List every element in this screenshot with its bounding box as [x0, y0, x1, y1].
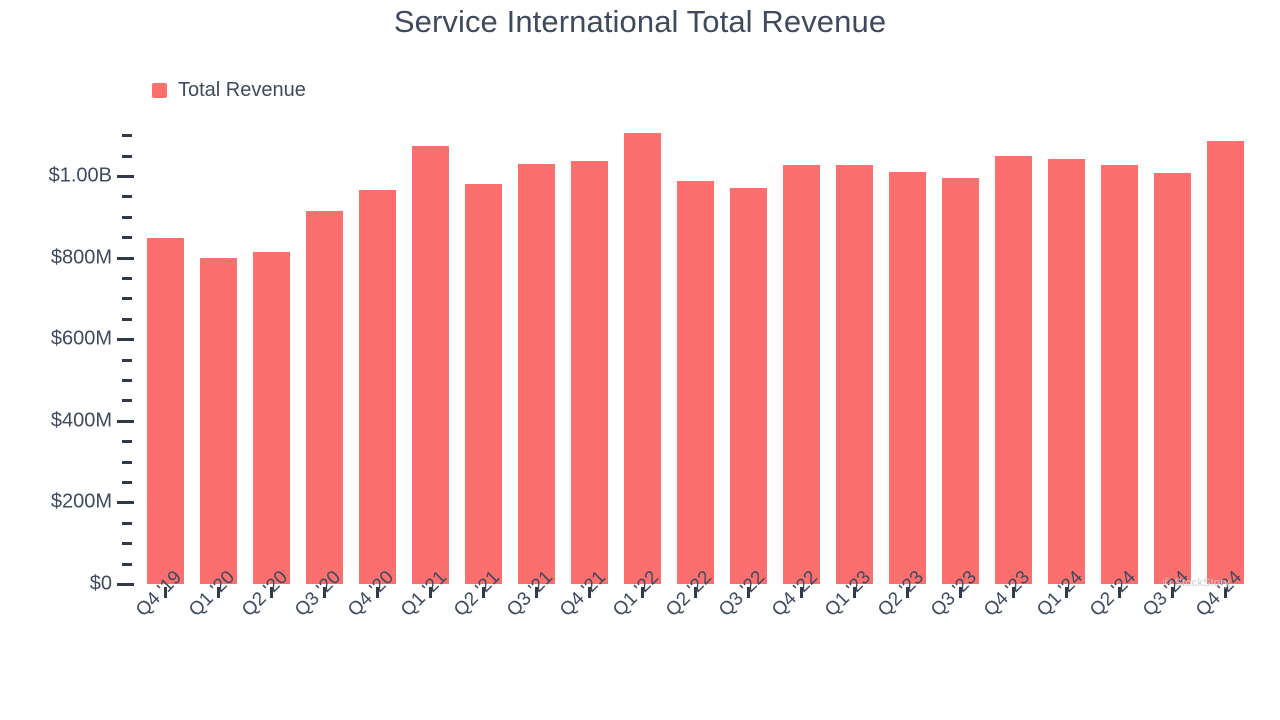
y-axis-tick [117, 256, 134, 260]
y-axis-minor-tick [122, 236, 132, 240]
x-axis-tick [906, 587, 909, 598]
y-axis-tick [117, 338, 134, 342]
y-axis-minor-tick [122, 358, 132, 362]
bar[interactable] [1101, 164, 1138, 584]
y-axis-minor-tick [122, 399, 132, 403]
page-title: Service International Total Revenue [393, 4, 887, 39]
y-axis-label: $1.00B [48, 164, 112, 187]
bar[interactable] [942, 178, 979, 584]
bar[interactable] [359, 190, 396, 584]
x-axis-tick [376, 587, 379, 598]
bar[interactable] [995, 156, 1032, 584]
bar[interactable] [253, 251, 290, 584]
x-axis-tick [535, 587, 538, 598]
x-axis-tick [1224, 587, 1227, 598]
legend-item-total-revenue[interactable]: Total Revenue [152, 79, 306, 102]
y-axis-label: $0 [89, 572, 112, 595]
bar[interactable] [518, 163, 555, 584]
y-axis-label: $800M [50, 246, 112, 269]
y-axis-label: $400M [50, 409, 112, 432]
y-axis-tick [117, 583, 134, 586]
y-axis-minor-tick [122, 154, 132, 158]
bar[interactable] [306, 211, 343, 584]
bar[interactable] [677, 180, 714, 584]
x-axis-tick [641, 587, 644, 598]
bar[interactable] [730, 187, 767, 584]
legend-item-label: Total Revenue [178, 79, 306, 101]
bar[interactable] [465, 184, 502, 584]
x-axis-tick [429, 587, 432, 598]
y-axis-label: $600M [50, 327, 112, 350]
legend-swatch-icon [152, 83, 167, 98]
bar[interactable] [624, 133, 661, 584]
x-axis-tick [959, 587, 962, 598]
y-axis-tick [117, 175, 134, 178]
x-axis-tick [217, 587, 220, 598]
x-axis-tick [482, 587, 485, 598]
y-axis-tick [117, 419, 134, 423]
x-axis-tick [164, 587, 167, 598]
x-axis-tick [800, 587, 803, 598]
bar[interactable] [836, 164, 873, 584]
bar[interactable] [1048, 158, 1085, 584]
y-axis-minor-tick [122, 134, 132, 138]
bar[interactable] [412, 146, 449, 584]
y-axis-minor-tick [122, 195, 132, 199]
x-axis-tick [1118, 587, 1121, 598]
bar[interactable] [200, 258, 237, 584]
y-axis-minor-tick [122, 317, 132, 321]
x-axis-tick [747, 587, 750, 598]
x-axis-tick [1171, 587, 1174, 598]
watermark: © StockStory [1163, 577, 1230, 589]
y-axis-tick [117, 501, 134, 505]
chart-legend: Total Revenue [152, 79, 306, 102]
y-axis-minor-tick [122, 440, 132, 444]
x-axis-tick [853, 587, 856, 598]
bar[interactable] [571, 160, 608, 584]
y-axis-label: $200M [50, 490, 112, 513]
y-axis-minor-tick [122, 379, 132, 382]
y-axis-minor-tick [122, 297, 132, 301]
y-axis-minor-tick [122, 277, 132, 280]
y-axis-minor-tick [122, 542, 132, 546]
y-axis-minor-tick [122, 481, 132, 484]
x-axis-tick [588, 587, 591, 598]
x-axis-tick [270, 587, 273, 598]
bar[interactable] [889, 171, 926, 584]
bar[interactable] [1207, 140, 1244, 584]
y-axis-minor-tick [122, 460, 132, 464]
bar[interactable] [147, 238, 184, 584]
x-axis-tick [694, 587, 697, 598]
y-axis-minor-tick [122, 562, 132, 566]
y-axis-minor-tick [122, 521, 132, 525]
y-axis-minor-tick [122, 215, 132, 219]
x-axis-tick [323, 587, 326, 598]
bar[interactable] [783, 164, 820, 584]
x-axis-tick [1065, 587, 1068, 598]
x-axis-tick [1012, 587, 1015, 598]
bar[interactable] [1154, 173, 1191, 584]
